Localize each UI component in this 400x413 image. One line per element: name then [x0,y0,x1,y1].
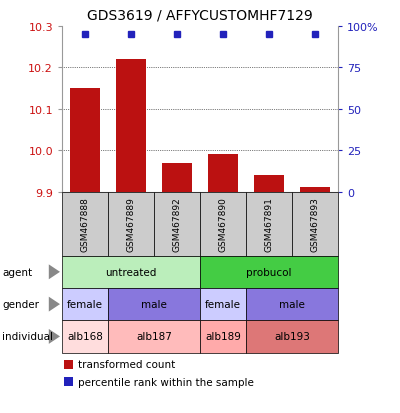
Bar [162,163,192,192]
Text: alb189: alb189 [205,332,241,342]
Text: GSM467892: GSM467892 [172,197,182,252]
Bar [70,89,100,192]
Text: alb187: alb187 [136,332,172,342]
Text: agent: agent [2,267,32,277]
Text: individual: individual [2,332,53,342]
Title: GDS3619 / AFFYCUSTOMHF7129: GDS3619 / AFFYCUSTOMHF7129 [87,9,313,23]
Text: alb168: alb168 [67,332,103,342]
Text: GSM467889: GSM467889 [126,197,136,252]
Text: GSM467893: GSM467893 [310,197,320,252]
Text: female: female [67,299,103,309]
Text: probucol: probucol [246,267,292,277]
Text: male: male [279,299,305,309]
Text: gender: gender [2,299,39,309]
Text: GSM467891: GSM467891 [264,197,274,252]
Bar [254,176,284,192]
Text: transformed count: transformed count [78,359,175,369]
Text: male: male [141,299,167,309]
Text: percentile rank within the sample: percentile rank within the sample [78,377,254,387]
Text: GSM467888: GSM467888 [80,197,90,252]
Bar [208,155,238,192]
Text: alb193: alb193 [274,332,310,342]
Bar [300,188,330,192]
Text: untreated: untreated [105,267,157,277]
Text: female: female [205,299,241,309]
Bar [116,60,146,192]
Text: GSM467890: GSM467890 [218,197,228,252]
